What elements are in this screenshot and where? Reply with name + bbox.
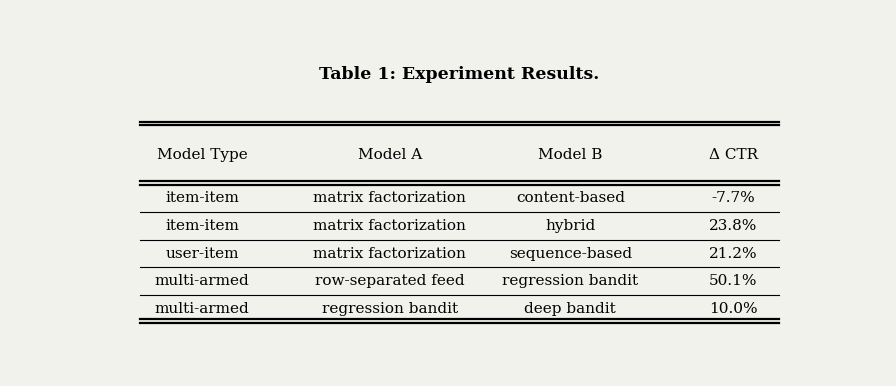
Text: 21.2%: 21.2%: [709, 247, 758, 261]
Text: row-separated feed: row-separated feed: [315, 274, 464, 288]
Text: multi-armed: multi-armed: [155, 302, 250, 316]
Text: user-item: user-item: [166, 247, 239, 261]
Text: regression bandit: regression bandit: [503, 274, 638, 288]
Text: 50.1%: 50.1%: [710, 274, 758, 288]
Text: content-based: content-based: [516, 191, 625, 205]
Text: 10.0%: 10.0%: [709, 302, 758, 316]
Text: item-item: item-item: [166, 191, 239, 205]
Text: Table 1: Experiment Results.: Table 1: Experiment Results.: [319, 66, 599, 83]
Text: regression bandit: regression bandit: [322, 302, 458, 316]
Text: 23.8%: 23.8%: [710, 219, 758, 233]
Text: -7.7%: -7.7%: [711, 191, 755, 205]
Text: Model A: Model A: [358, 148, 422, 162]
Text: sequence-based: sequence-based: [509, 247, 632, 261]
Text: matrix factorization: matrix factorization: [314, 219, 466, 233]
Text: item-item: item-item: [166, 219, 239, 233]
Text: Model B: Model B: [538, 148, 602, 162]
Text: matrix factorization: matrix factorization: [314, 191, 466, 205]
Text: hybrid: hybrid: [545, 219, 596, 233]
Text: Δ CTR: Δ CTR: [709, 148, 758, 162]
Text: deep bandit: deep bandit: [524, 302, 616, 316]
Text: Model Type: Model Type: [157, 148, 247, 162]
Text: matrix factorization: matrix factorization: [314, 247, 466, 261]
Text: multi-armed: multi-armed: [155, 274, 250, 288]
